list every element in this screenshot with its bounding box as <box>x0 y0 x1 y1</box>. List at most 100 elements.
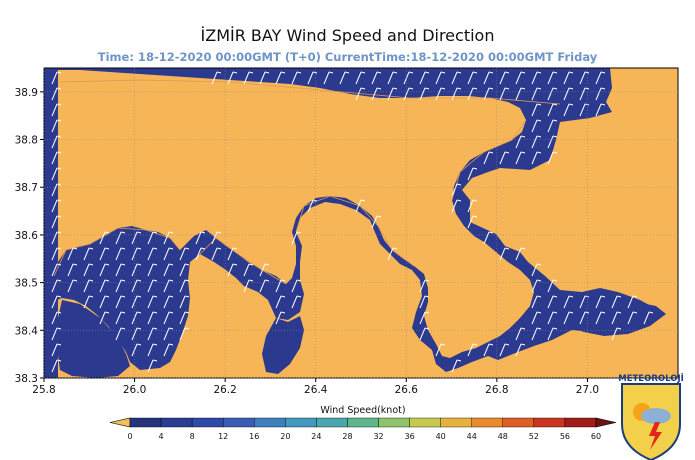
wind-barb <box>483 343 494 357</box>
wind-barb <box>275 71 286 85</box>
wind-barb <box>579 311 590 325</box>
wind-barb <box>579 87 590 101</box>
wind-barb <box>179 327 190 341</box>
colorbar-tick-label: 44 <box>467 432 477 441</box>
wind-barb <box>531 263 542 277</box>
wind-barb <box>51 119 62 133</box>
wind-barb <box>451 87 462 101</box>
colorbar-tick-label: 40 <box>436 432 446 441</box>
wind-barb <box>627 295 638 309</box>
wind-barb <box>547 279 558 293</box>
wind-barb <box>115 247 126 261</box>
wind-barb <box>419 295 430 309</box>
wind-barb <box>67 247 78 261</box>
lon-axis: 25.8 26.0 26.2 26.4 26.6 26.8 27.0 <box>32 378 599 396</box>
wind-barb <box>483 231 494 245</box>
wind-barb <box>179 311 190 325</box>
wind-barb <box>131 279 142 293</box>
colorbar-swatch <box>502 417 535 428</box>
colorbar-tick-label: 52 <box>529 432 539 441</box>
wind-barb <box>387 247 398 261</box>
wind-barb <box>83 247 94 261</box>
wind-barb <box>563 87 574 101</box>
wind-barb <box>291 295 302 309</box>
wind-barb <box>147 231 158 245</box>
wind-barb <box>467 87 478 101</box>
wind-barb <box>451 71 462 85</box>
wind-barb <box>515 343 526 357</box>
wind-barb <box>547 71 558 85</box>
wind-barb <box>99 263 110 277</box>
lat-tick-label: 38.5 <box>15 278 38 290</box>
wind-barb <box>115 327 126 341</box>
wind-barb <box>355 199 366 213</box>
wind-barb <box>467 199 478 213</box>
lon-tick-label: 27.0 <box>576 384 599 396</box>
colorbar-tick-label: 48 <box>498 432 508 441</box>
wind-barb <box>51 359 62 373</box>
wind-barb <box>259 279 270 293</box>
wind-barb <box>307 199 318 213</box>
wind-barb <box>51 247 62 261</box>
wind-barb <box>595 71 606 85</box>
wind-barb <box>435 71 446 85</box>
wind-barb <box>563 103 574 117</box>
wind-barb <box>275 279 286 293</box>
colorbar-swatch <box>254 417 286 428</box>
wind-barb <box>99 231 110 245</box>
wind-barb <box>419 279 430 293</box>
wind-barb <box>275 311 286 325</box>
wind-barb <box>547 327 558 341</box>
wind-barb <box>51 231 62 245</box>
wind-barb <box>467 71 478 85</box>
wind-barb <box>147 295 158 309</box>
wind-barb <box>115 295 126 309</box>
wind-barb <box>259 263 270 277</box>
wind-barb <box>179 247 190 261</box>
wind-barb <box>531 135 542 149</box>
wind-barb <box>499 343 510 357</box>
lat-axis: 38.9 38.8 38.7 38.6 38.5 38.4 38.3 <box>15 87 44 385</box>
colorbar-swatch <box>409 417 441 428</box>
colorbar-tick-label: 8 <box>190 432 195 441</box>
wind-barb <box>195 247 206 261</box>
wind-barb <box>147 311 158 325</box>
wind-barb <box>163 295 174 309</box>
wind-barb <box>531 119 542 133</box>
wind-barb <box>227 263 238 277</box>
wind-barb <box>99 311 110 325</box>
wind-barb <box>483 151 494 165</box>
wind-barb <box>531 71 542 85</box>
wind-barb <box>51 71 62 85</box>
wind-barb <box>51 183 62 197</box>
wind-barb <box>115 311 126 325</box>
colorbar-tick-label: 32 <box>373 432 383 441</box>
wind-barb <box>51 327 62 341</box>
lat-tick-label: 38.9 <box>15 87 38 99</box>
wind-barb <box>595 295 606 309</box>
colorbar-tick-label: 0 <box>127 432 132 441</box>
lon-tick-label: 25.8 <box>32 384 55 396</box>
wind-barb <box>115 279 126 293</box>
wind-barb <box>163 327 174 341</box>
time-subtitle: Time: 18-12-2020 00:00GMT (T+0) CurrentT… <box>97 50 598 64</box>
wind-barb <box>147 279 158 293</box>
colorbar-tick-label: 36 <box>405 432 415 441</box>
wind-barb <box>531 311 542 325</box>
wind-barb <box>211 71 222 85</box>
colorbar-swatch <box>347 417 379 428</box>
wind-barb <box>147 359 158 373</box>
wind-barb <box>51 311 62 325</box>
colorbar-title: Wind Speed(knot) <box>320 405 405 416</box>
wind-barb <box>243 263 254 277</box>
lon-tick-label: 26.8 <box>485 384 508 396</box>
colorbar-tick-label: 20 <box>280 432 290 441</box>
wind-barb <box>163 311 174 325</box>
colorbar-tick-label: 56 <box>560 432 570 441</box>
wind-barb <box>531 279 542 293</box>
wind-barb <box>515 71 526 85</box>
wind-barb <box>627 311 638 325</box>
logo-text: METEOROLOJİ <box>618 373 684 384</box>
wind-barb <box>451 359 462 373</box>
